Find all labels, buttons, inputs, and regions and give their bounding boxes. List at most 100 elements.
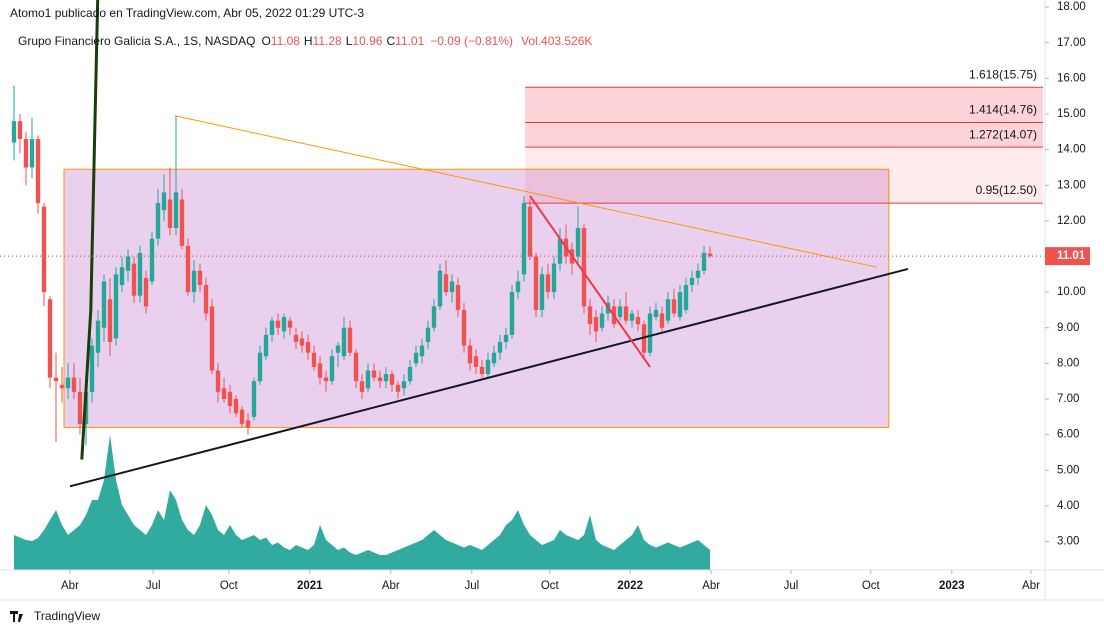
candle-body (659, 313, 665, 328)
candle-body (143, 277, 149, 307)
fib-zone (525, 147, 1043, 204)
candle-body (125, 256, 131, 271)
x-tick-label: 2023 (939, 580, 965, 592)
y-tick-label: 14.00 (1057, 144, 1086, 156)
candle-body (323, 377, 329, 382)
y-tick-label: 15.00 (1057, 108, 1086, 120)
candle-body (353, 352, 359, 382)
candle-body (89, 345, 95, 392)
candle-body (29, 138, 35, 168)
candle-body (695, 270, 701, 278)
candle-body (35, 138, 41, 204)
candle-body (677, 292, 683, 318)
candle-body (665, 299, 671, 321)
candle-body (413, 352, 419, 364)
plot-area: 0.95(12.50) 1.272(14.07) 1.414(14.76) 1.618… (0, 0, 1045, 570)
candle-body (161, 192, 167, 211)
candle-body (467, 345, 473, 364)
candle-body (515, 281, 521, 293)
candle-body (113, 274, 119, 339)
trend-line (69, 268, 909, 488)
ohlc-value: 11.08 (271, 34, 300, 48)
candle-body (419, 345, 425, 357)
candle-body (41, 206, 47, 293)
candle-body (485, 359, 491, 375)
candle-body (401, 381, 407, 389)
candle-body (221, 388, 227, 399)
x-tick-label: 2022 (617, 580, 643, 592)
candle-body (305, 342, 311, 353)
x-tick-label: 2021 (297, 580, 323, 592)
x-tick-label: Oct (862, 580, 881, 592)
candle-body (257, 352, 263, 382)
y-tick-label: 12.00 (1057, 215, 1086, 227)
candle-body (383, 374, 389, 382)
y-tick-label: 5.00 (1057, 464, 1079, 476)
candle-body (227, 391, 233, 407)
candle-body (179, 199, 185, 246)
ohlc-label: H (304, 34, 313, 48)
y-tick-label: 4.00 (1057, 500, 1079, 512)
fib-zone (525, 87, 1043, 123)
candle-body (683, 285, 689, 310)
trend-line (529, 195, 651, 368)
candle-body (533, 256, 539, 310)
candle-body (215, 370, 221, 392)
candle-body (293, 334, 299, 342)
candle-body (53, 377, 59, 382)
candle-body (365, 370, 371, 389)
candle-body (539, 274, 545, 310)
candle-body (341, 327, 347, 357)
footer-logo: TradingView (10, 609, 100, 623)
candle-body (635, 317, 641, 325)
candle-body (101, 281, 107, 328)
brand: TradingView (34, 609, 100, 623)
candle-body (185, 245, 191, 293)
candle-body (629, 313, 635, 321)
candle-body (707, 253, 713, 257)
x-tick-label: Abr (1022, 580, 1040, 592)
last-price-label: 11.01 (1057, 250, 1086, 262)
candle-body (473, 356, 479, 367)
axes: 18.0017.0016.0015.0014.0013.0012.0011.00… (0, 0, 1104, 601)
x-tick-label: Abr (702, 580, 720, 592)
candle-body (275, 320, 281, 328)
y-tick-label: 8.00 (1057, 357, 1079, 369)
candle-body (491, 352, 497, 364)
y-tick-label: 18.00 (1057, 1, 1086, 13)
candle-body (377, 377, 383, 382)
volume-label: Vol.403.526K (521, 34, 592, 48)
candle-body (167, 199, 173, 228)
candle-body (197, 270, 203, 285)
candle-body (497, 342, 503, 353)
y-tick-label: 9.00 (1057, 322, 1079, 334)
candle-body (17, 121, 23, 139)
candle-body (59, 384, 65, 389)
candle-body (11, 121, 17, 143)
trend-line (174, 115, 877, 268)
candle-body (233, 399, 239, 414)
x-tick-label: Jul (464, 580, 479, 592)
candle-body (389, 374, 395, 385)
candle-body (347, 327, 353, 353)
ohlc-value: 10.96 (352, 34, 382, 48)
ohlc-label: L (346, 34, 353, 48)
candle-body (407, 366, 413, 382)
candle-body (557, 238, 563, 264)
candle-body (191, 270, 197, 293)
candle-body (263, 334, 269, 357)
candle-body (575, 228, 581, 257)
candle-body (335, 345, 341, 353)
candle-body (395, 384, 401, 392)
candle-body (269, 320, 275, 335)
candle-body (425, 327, 431, 342)
candle-body (617, 306, 623, 318)
candle-body (119, 267, 125, 285)
candle-body (671, 299, 677, 314)
candle-body (329, 356, 335, 382)
last-price-badge (1045, 247, 1090, 266)
y-tick-label: 7.00 (1057, 393, 1079, 405)
candle-body (311, 352, 317, 367)
volume-area (14, 435, 710, 570)
